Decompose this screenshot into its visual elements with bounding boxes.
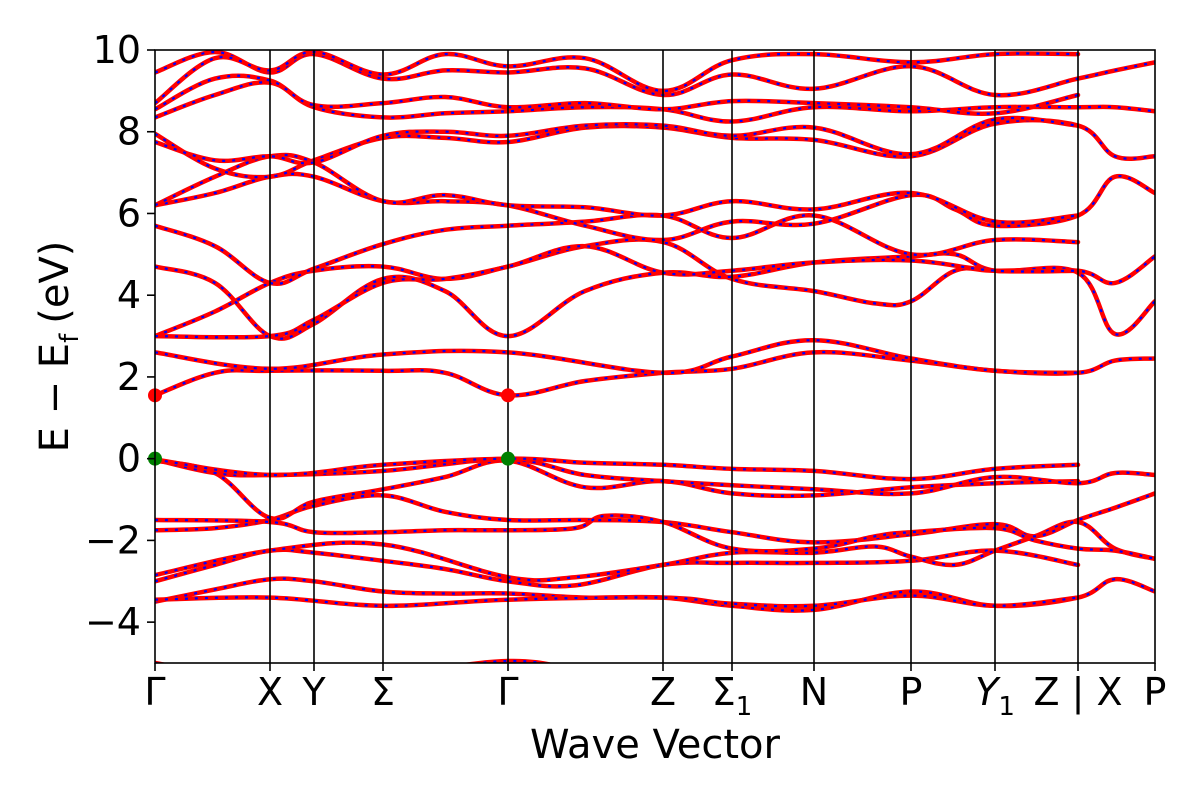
kpoint-lines-layer <box>269 50 1079 663</box>
x-ticks-layer: Γ X Y Σ Γ Z Σ1 N P Y1 Z | X P <box>144 663 1166 722</box>
x-tick-label: N <box>800 670 828 714</box>
y-axis-title-main: E − E <box>32 343 78 453</box>
y-tick-label: 0 <box>117 437 141 481</box>
band-line-overlay <box>155 245 1079 339</box>
x-tick-label: X <box>257 670 283 714</box>
x-tick-label: Σ1 <box>712 670 753 722</box>
band-line <box>155 337 1081 376</box>
y-tick-label: 2 <box>117 355 141 399</box>
y-tick-label: 6 <box>117 191 141 235</box>
y-axis-title: E − Ef (eV) <box>32 241 85 453</box>
band-line <box>155 237 1155 339</box>
y-tick-label: 10 <box>93 28 141 72</box>
plot-frame <box>154 49 1156 664</box>
x-tick-label: Σ <box>371 670 395 714</box>
x-tick-label: Γ <box>497 670 518 714</box>
y-tick-label: −2 <box>85 518 141 562</box>
band-line <box>155 513 1155 562</box>
band-line-overlay <box>155 238 1155 338</box>
band-line <box>155 171 1155 243</box>
band-line-overlay <box>155 594 1079 608</box>
x-tick-label: Γ <box>144 670 165 714</box>
band-line-overlay <box>155 50 1079 104</box>
band-line-overlay <box>155 172 1155 242</box>
band-line <box>155 243 1081 340</box>
vbm-marker <box>501 451 515 466</box>
y-axis-title-subscript: f <box>55 333 85 343</box>
band-line-overlay <box>155 339 1079 374</box>
band-line <box>155 117 1155 180</box>
markers-layer <box>148 388 515 466</box>
band-line-overlay <box>155 213 1079 285</box>
cbm-marker <box>501 388 515 403</box>
y-tick-label: 4 <box>117 273 141 317</box>
x-tick-label: Z <box>650 670 676 714</box>
x-tick-label: P <box>1144 670 1167 714</box>
band-line-overlay <box>155 153 1079 224</box>
bands-layer <box>155 50 1155 663</box>
x-axis-title: Wave Vector <box>530 722 781 768</box>
x-tick-label: Z | X <box>1033 670 1122 715</box>
y-tick-label: −4 <box>85 600 141 644</box>
x-tick-label: Y1 <box>975 670 1015 722</box>
band-line <box>155 152 1081 225</box>
y-ticks-layer: −4 −2 0 2 4 6 8 10 <box>85 28 155 644</box>
x-tick-label: P <box>900 670 923 714</box>
x-tick-label: Y <box>301 670 326 714</box>
y-tick-label: 8 <box>117 110 141 154</box>
band-line <box>155 456 1081 482</box>
y-axis-title-unit: (eV) <box>32 241 78 324</box>
